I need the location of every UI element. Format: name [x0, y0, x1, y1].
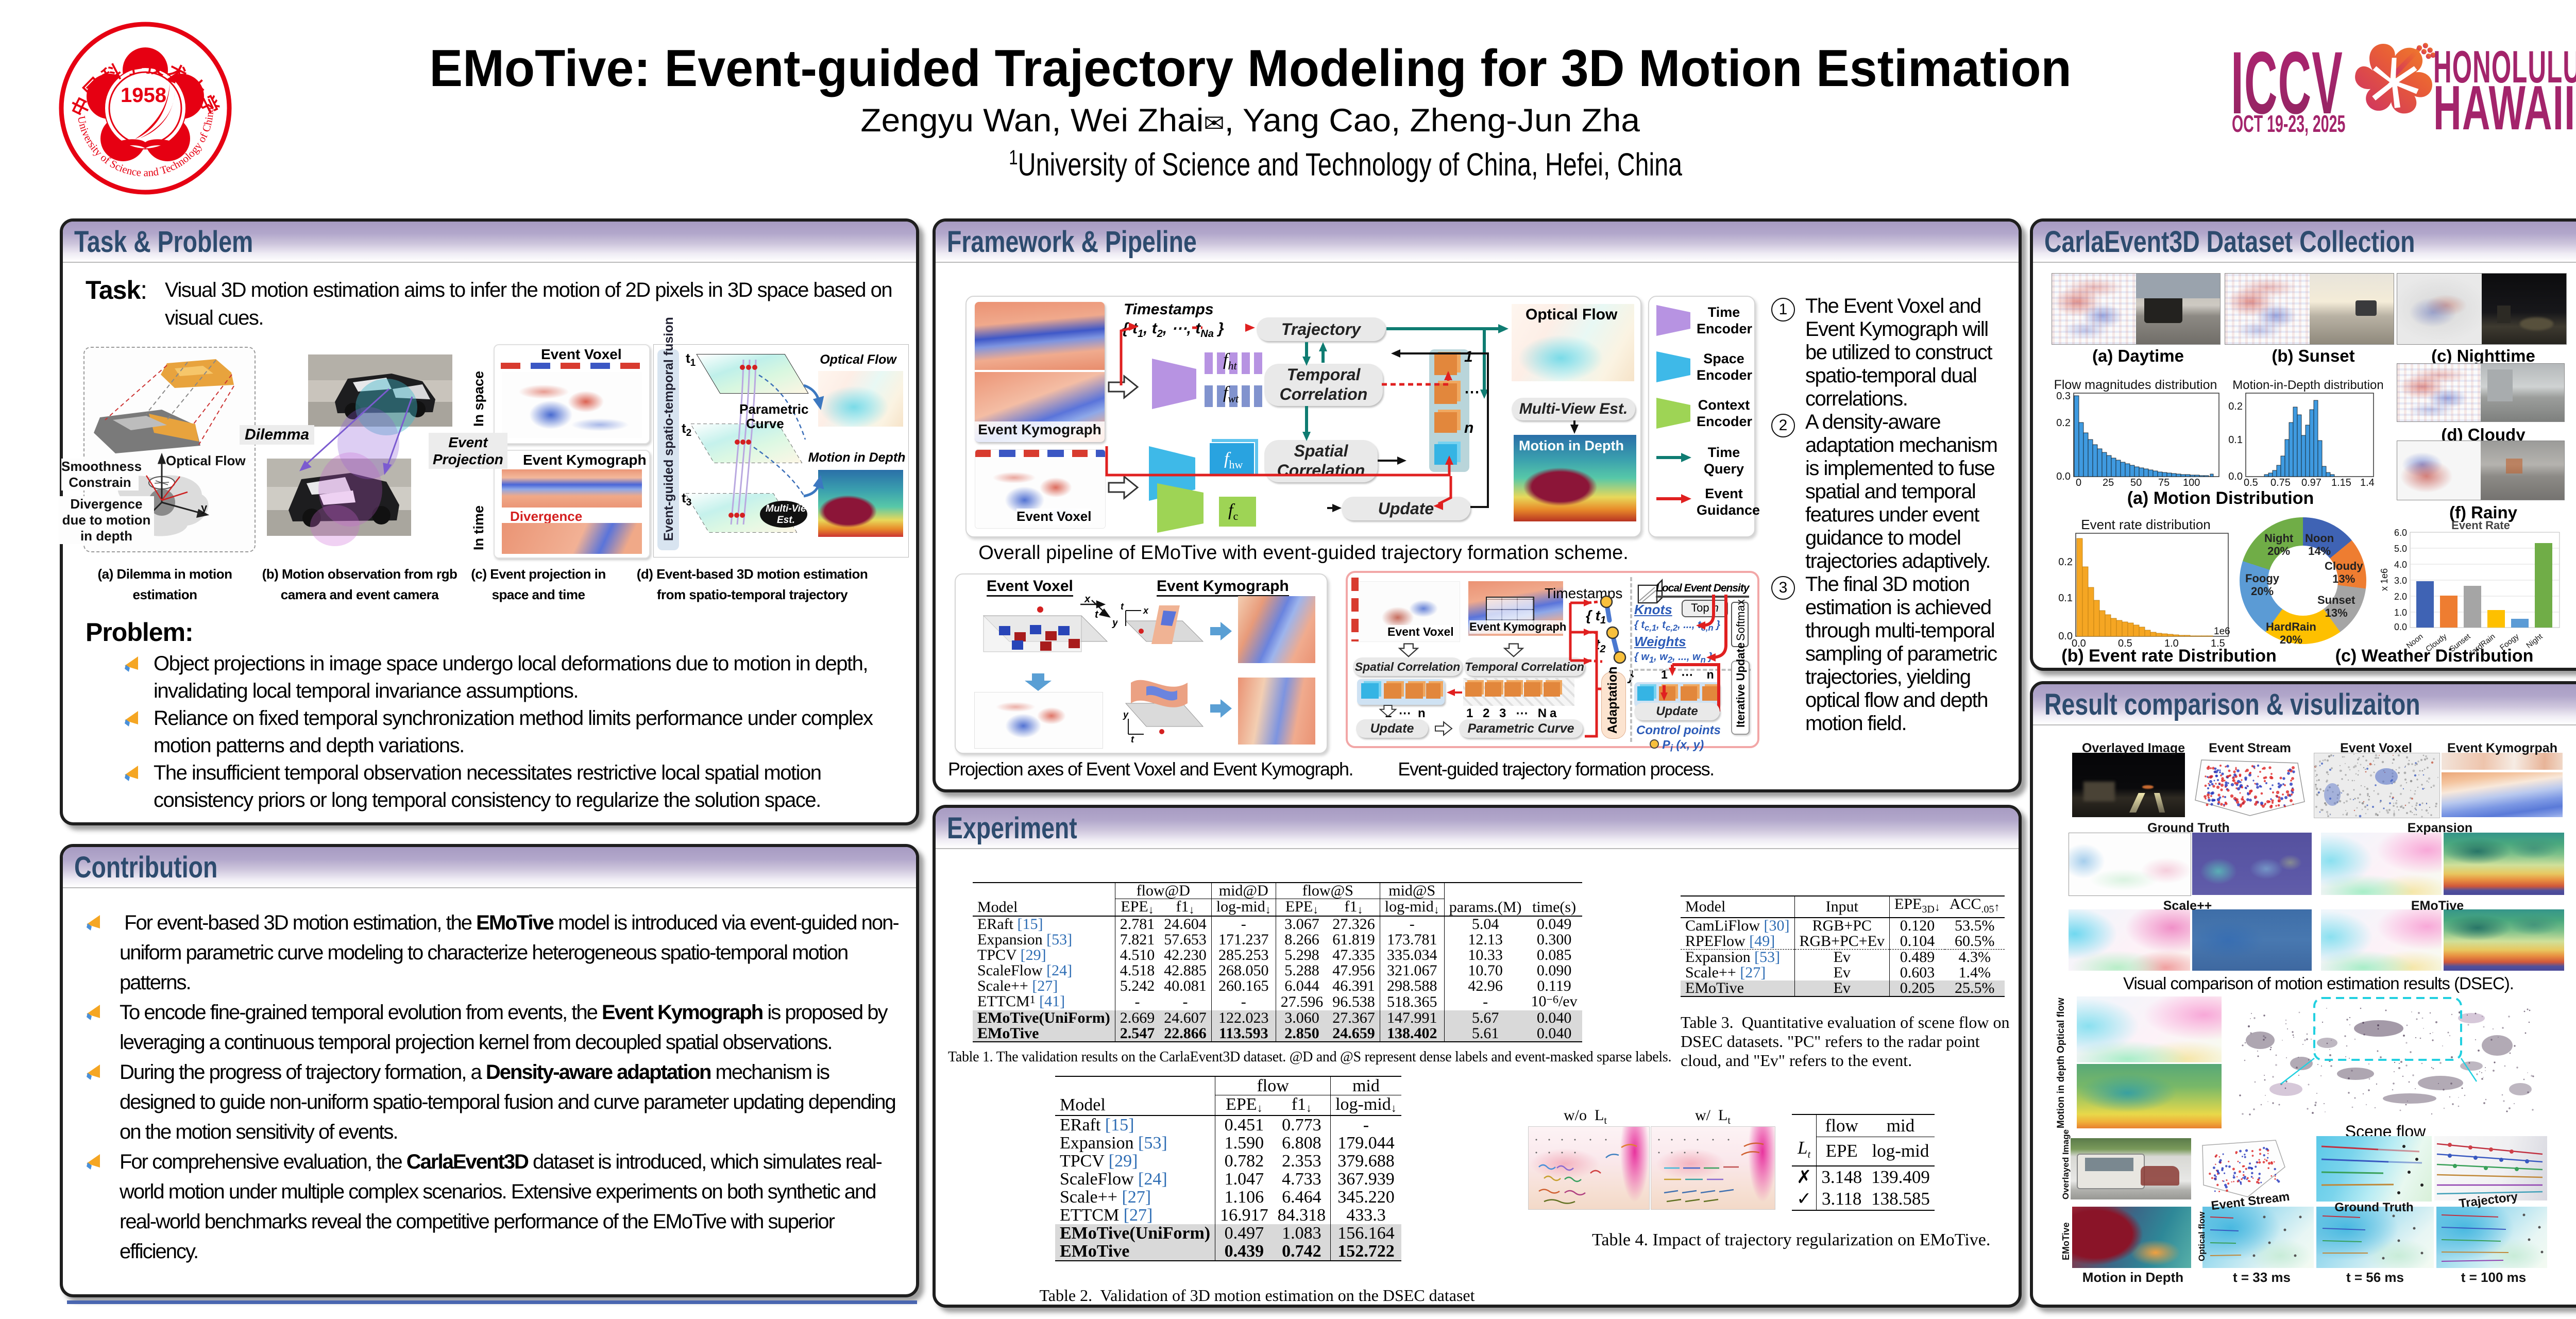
- svg-text:1.5: 1.5: [2211, 638, 2225, 649]
- svg-text:0.0: 0.0: [2056, 471, 2071, 482]
- svg-text:t: t: [1095, 609, 1099, 620]
- svg-text:1.15: 1.15: [2331, 477, 2351, 487]
- svg-text:0.0: 0.0: [2394, 622, 2407, 632]
- svg-text:4.0: 4.0: [2394, 560, 2407, 570]
- svg-text:100: 100: [2183, 477, 2200, 487]
- svg-text:0.5: 0.5: [2118, 638, 2132, 649]
- svg-text:Curve: Curve: [746, 416, 784, 431]
- svg-text:OCT 19-23, 2025: OCT 19-23, 2025: [2232, 111, 2345, 138]
- svg-text:0.5: 0.5: [2244, 477, 2258, 487]
- svg-text:HAWAII: HAWAII: [2433, 72, 2575, 143]
- svg-text:0.3: 0.3: [2056, 391, 2071, 402]
- svg-text:0.1: 0.1: [2228, 434, 2243, 446]
- svg-text:t3: t3: [682, 490, 691, 508]
- svg-text:Event Rate: Event Rate: [2451, 519, 2510, 532]
- svg-text:1.0: 1.0: [2164, 638, 2179, 649]
- svg-text:t: t: [1131, 734, 1134, 745]
- svg-text:0.0: 0.0: [2228, 471, 2243, 482]
- svg-text:1.4: 1.4: [2360, 477, 2375, 487]
- svg-text:Event rate distribution: Event rate distribution: [2081, 518, 2210, 532]
- svg-text:Est.: Est.: [777, 515, 795, 526]
- svg-text:Parametric: Parametric: [739, 401, 808, 417]
- svg-text:x: x: [1143, 605, 1149, 616]
- svg-text:x 1e6: x 1e6: [2380, 568, 2389, 591]
- svg-text:0.75: 0.75: [2270, 477, 2291, 487]
- svg-text:HONOLULU: HONOLULU: [2433, 42, 2576, 93]
- svg-text:ICCV: ICCV: [2231, 34, 2343, 133]
- svg-text:Motion-in-Depth distribution: Motion-in-Depth distribution: [2232, 379, 2383, 392]
- svg-text:0.0: 0.0: [2072, 638, 2086, 649]
- svg-text:Flow magnitudes distribution: Flow magnitudes distribution: [2054, 379, 2217, 392]
- svg-text:2.0: 2.0: [2394, 591, 2407, 602]
- svg-text:0.1: 0.1: [2058, 593, 2073, 604]
- svg-text:0.2: 0.2: [2056, 417, 2071, 429]
- svg-text:y: y: [201, 501, 208, 514]
- svg-text:{ t1: { t1: [1586, 607, 1606, 626]
- svg-text:0.2: 0.2: [2228, 401, 2243, 412]
- svg-text:0.0: 0.0: [2058, 631, 2073, 642]
- svg-text:Multi-View: Multi-View: [766, 503, 814, 514]
- svg-text:75: 75: [2158, 477, 2170, 487]
- svg-text:0.2: 0.2: [2058, 556, 2073, 568]
- svg-text:t2: t2: [682, 420, 691, 438]
- svg-text:50: 50: [2130, 477, 2142, 487]
- svg-text:y: y: [1123, 709, 1129, 720]
- svg-text:0.97: 0.97: [2301, 477, 2321, 487]
- svg-text:t1: t1: [686, 350, 696, 368]
- svg-text:t: t: [1121, 601, 1124, 612]
- svg-text:25: 25: [2103, 477, 2114, 487]
- svg-text:x: x: [1084, 595, 1091, 605]
- svg-text:6.0: 6.0: [2394, 528, 2407, 538]
- svg-text:0: 0: [2076, 477, 2081, 487]
- svg-text:y: y: [1112, 617, 1117, 629]
- svg-text:1958: 1958: [121, 84, 166, 107]
- svg-text:1e6: 1e6: [2214, 626, 2230, 637]
- svg-text:5.0: 5.0: [2394, 544, 2407, 554]
- svg-text:3.0: 3.0: [2394, 576, 2407, 586]
- svg-text:Optical Flow: Optical Flow: [166, 453, 246, 468]
- svg-text:1.0: 1.0: [2394, 607, 2407, 618]
